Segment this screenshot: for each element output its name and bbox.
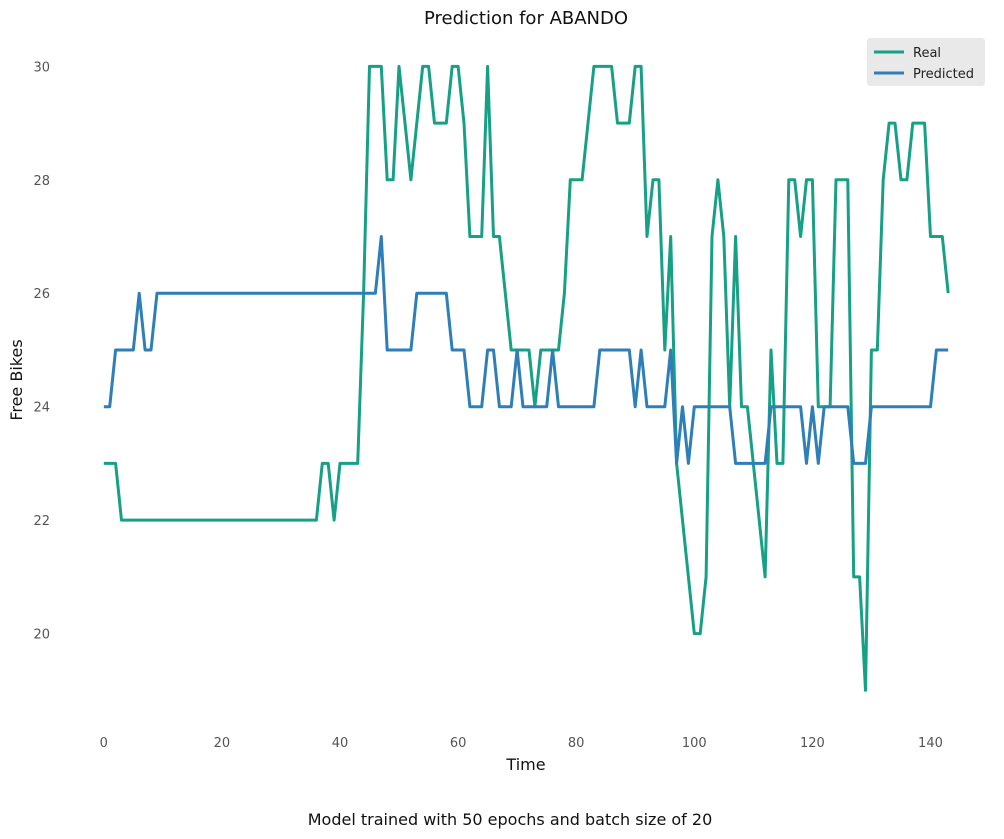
legend: Real Predicted (867, 38, 985, 86)
x-axis-label: Time (505, 755, 545, 774)
x-tick-label: 0 (100, 736, 108, 751)
x-tick-label: 100 (682, 736, 707, 751)
series-line-real (103, 64, 950, 692)
x-axis-ticks: 0 20 40 60 80 100 120 140 (100, 736, 943, 751)
x-tick-label: 60 (450, 736, 467, 751)
series-layer (103, 64, 950, 692)
y-tick-label: 22 (33, 514, 50, 529)
y-tick-label: 30 (33, 60, 50, 75)
y-tick-label: 20 (33, 628, 50, 643)
y-axis-ticks: 20 22 24 26 28 30 (33, 60, 50, 642)
chart-title: Prediction for ABANDO (424, 8, 628, 29)
x-tick-label: 40 (332, 736, 349, 751)
legend-label-predicted: Predicted (913, 67, 974, 82)
x-tick-label: 20 (214, 736, 231, 751)
x-tick-label: 80 (568, 736, 585, 751)
x-tick-label: 140 (918, 736, 943, 751)
series-line-predicted (103, 235, 949, 465)
legend-label-real: Real (913, 46, 941, 61)
y-axis-label: Free Bikes (7, 339, 26, 420)
chart-footer-caption: Model trained with 50 epochs and batch s… (308, 810, 713, 829)
y-tick-label: 26 (33, 287, 50, 302)
y-tick-label: 24 (33, 401, 50, 416)
y-tick-label: 28 (33, 174, 50, 189)
x-tick-label: 120 (800, 736, 825, 751)
